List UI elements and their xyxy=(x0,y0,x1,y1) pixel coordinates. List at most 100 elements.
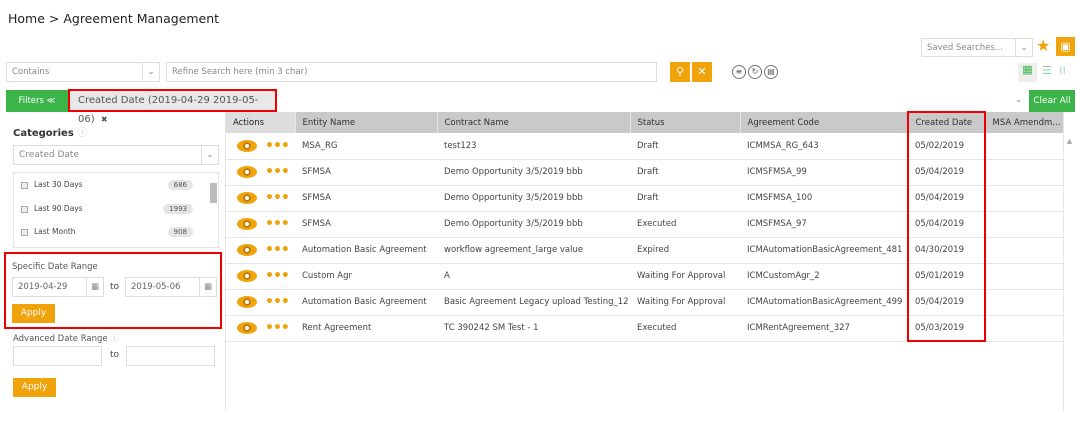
tile-view-icon[interactable]: ⁞⁞ xyxy=(1059,64,1066,77)
row-actions: ••• xyxy=(226,211,295,238)
cell-msa-amendment xyxy=(985,315,1063,342)
checkbox[interactable] xyxy=(21,228,28,236)
cell-agreement-code: ICMRentAgreement_327 xyxy=(740,315,908,342)
list-view-icon[interactable]: ☰ xyxy=(1042,64,1052,77)
favorite-star-icon[interactable]: ★ xyxy=(1036,36,1051,55)
category-select[interactable]: Created Date ⌄ xyxy=(13,145,219,165)
saved-searches-dropdown[interactable]: Saved Searches... ⌄ xyxy=(921,38,1033,57)
more-actions-icon[interactable]: ••• xyxy=(265,242,290,258)
count-badge: 686 xyxy=(167,180,193,190)
cell-created-date: 04/30/2019 xyxy=(908,237,985,264)
col-agreement-code[interactable]: Agreement Code xyxy=(740,112,909,133)
cell-created-date: 05/04/2019 xyxy=(908,289,985,316)
chevron-down-icon[interactable]: ⌄ xyxy=(1015,95,1023,105)
search-operator-value: Contains xyxy=(12,67,50,77)
option-last-30-days[interactable]: Last 30 Days 686 xyxy=(21,180,201,190)
clear-search-icon[interactable]: ✕ xyxy=(692,62,712,82)
grid-view-icon[interactable]: ▦ xyxy=(1018,63,1037,82)
list-icon[interactable]: ≡ xyxy=(732,65,746,79)
col-entity-name[interactable]: Entity Name xyxy=(295,112,438,133)
more-actions-icon[interactable]: ••• xyxy=(265,268,290,284)
cell-entity-name: SFMSA xyxy=(295,185,437,212)
cell-entity-name: SFMSA xyxy=(295,159,437,186)
option-last-90-days[interactable]: Last 90 Days 1993 xyxy=(21,204,201,214)
view-eye-icon[interactable] xyxy=(237,244,257,256)
category-selected: Created Date xyxy=(19,150,79,160)
more-actions-icon[interactable]: ••• xyxy=(265,320,290,336)
cell-status: Executed xyxy=(630,315,740,342)
cell-status: Waiting For Approval xyxy=(630,289,740,316)
table-row[interactable]: ••• Automation Basic Agreement Basic Agree… xyxy=(226,289,1063,316)
search-operator-select[interactable]: Contains ⌄ xyxy=(6,62,160,82)
scrollbar[interactable] xyxy=(210,183,217,203)
table-row[interactable]: ••• SFMSA Demo Opportunity 3/5/2019 bbb Exe… xyxy=(226,211,1063,238)
view-eye-icon[interactable] xyxy=(237,296,257,308)
search-icon[interactable]: ⚲ xyxy=(670,62,690,82)
save-icon[interactable]: ▣ xyxy=(1056,37,1075,56)
agreements-table: Actions Entity Name Contract Name Status… xyxy=(226,112,1064,342)
cell-entity-name: Automation Basic Agreement xyxy=(295,237,437,264)
calendar-icon[interactable]: ▦ xyxy=(86,278,103,296)
table-row[interactable]: ••• Automation Basic Agreement workflow ag… xyxy=(226,237,1063,264)
more-actions-icon[interactable]: ••• xyxy=(265,137,290,154)
calendar-icon[interactable]: ▦ xyxy=(199,278,216,296)
row-actions: ••• xyxy=(226,133,295,160)
view-eye-icon[interactable] xyxy=(237,166,257,178)
cell-entity-name: MSA_RG xyxy=(295,133,437,160)
clear-all-button[interactable]: Clear All xyxy=(1029,90,1075,112)
row-actions: ••• xyxy=(226,185,295,212)
checkbox[interactable] xyxy=(21,181,28,189)
checkbox[interactable] xyxy=(21,205,28,213)
col-status[interactable]: Status xyxy=(630,112,741,133)
table-row[interactable]: ••• SFMSA Demo Opportunity 3/5/2019 bbb Dra… xyxy=(226,185,1063,212)
breadcrumb: Home > Agreement Management xyxy=(8,11,220,26)
view-eye-icon[interactable] xyxy=(237,218,257,230)
cell-entity-name: Custom Agr xyxy=(295,263,437,290)
toolbar-icons: ≡ ↻ ▤ xyxy=(732,65,780,79)
col-msa-amendment[interactable]: MSA Amendm... xyxy=(985,112,1064,133)
cell-created-date: 05/01/2019 xyxy=(908,263,985,290)
date-from-input[interactable]: 2019-04-29 ▦ xyxy=(12,277,104,297)
advanced-to-input[interactable] xyxy=(126,346,215,366)
to-label: to xyxy=(110,282,120,292)
option-last-month[interactable]: Last Month 908 xyxy=(21,227,201,237)
advanced-from-input[interactable] xyxy=(13,346,102,366)
more-actions-icon[interactable]: ••• xyxy=(265,190,290,206)
apply-advanced-button[interactable]: Apply xyxy=(13,378,56,397)
cell-created-date: 05/03/2019 xyxy=(908,315,985,342)
date-to-input[interactable]: 2019-05-06 ▦ xyxy=(125,277,217,297)
remove-filter-icon[interactable]: ✖ xyxy=(100,115,108,124)
refresh-icon[interactable]: ↻ xyxy=(748,65,762,79)
row-actions: ••• xyxy=(226,237,295,264)
apply-specific-button[interactable]: Apply xyxy=(12,304,55,323)
table-row[interactable]: ••• Rent Agreement TC 390242 SM Test - 1 Ex… xyxy=(226,315,1063,342)
table-row[interactable]: ••• MSA_RG test123 Draft ICMMSA_RG_643 05/02/… xyxy=(226,133,1063,160)
table-row[interactable]: ••• Custom Agr A Waiting For Approval ICMCus… xyxy=(226,263,1063,290)
cell-contract-name: TC 390242 SM Test - 1 xyxy=(437,315,630,342)
cell-status: Expired xyxy=(630,237,740,264)
view-eye-icon[interactable] xyxy=(237,322,257,334)
cell-agreement-code: ICMAutomationBasicAgreement_499 xyxy=(740,289,908,316)
cell-agreement-code: ICMSFMSA_100 xyxy=(740,185,908,212)
cell-msa-amendment xyxy=(985,263,1063,290)
table-row[interactable]: ••• SFMSA Demo Opportunity 3/5/2019 bbb Dra… xyxy=(226,159,1063,186)
view-eye-icon[interactable] xyxy=(237,139,257,152)
table-scrollbar[interactable]: ▲ xyxy=(1063,112,1075,412)
cell-entity-name: Automation Basic Agreement xyxy=(295,289,437,316)
more-actions-icon[interactable]: ••• xyxy=(265,164,290,180)
created-date-highlight xyxy=(907,111,986,342)
cell-contract-name: workflow agreement_large value xyxy=(437,237,630,264)
cell-contract-name: Demo Opportunity 3/5/2019 bbb xyxy=(437,185,630,212)
cell-msa-amendment xyxy=(985,237,1063,264)
search-input[interactable]: Refine Search here (min 3 char) xyxy=(166,62,657,82)
cell-agreement-code: ICMCustomAgr_2 xyxy=(740,263,908,290)
view-eye-icon[interactable] xyxy=(237,192,257,204)
filters-toggle-button[interactable]: Filters ≪ xyxy=(6,90,68,112)
more-actions-icon[interactable]: ••• xyxy=(265,216,290,232)
more-actions-icon[interactable]: ••• xyxy=(265,294,290,310)
view-eye-icon[interactable] xyxy=(237,270,257,282)
export-icon[interactable]: ▤ xyxy=(764,65,778,79)
col-contract-name[interactable]: Contract Name xyxy=(437,112,631,133)
col-actions[interactable]: Actions xyxy=(226,112,296,133)
filter-chip[interactable]: Created Date (2019-04-29 2019-05-06) ✖ xyxy=(68,89,277,125)
